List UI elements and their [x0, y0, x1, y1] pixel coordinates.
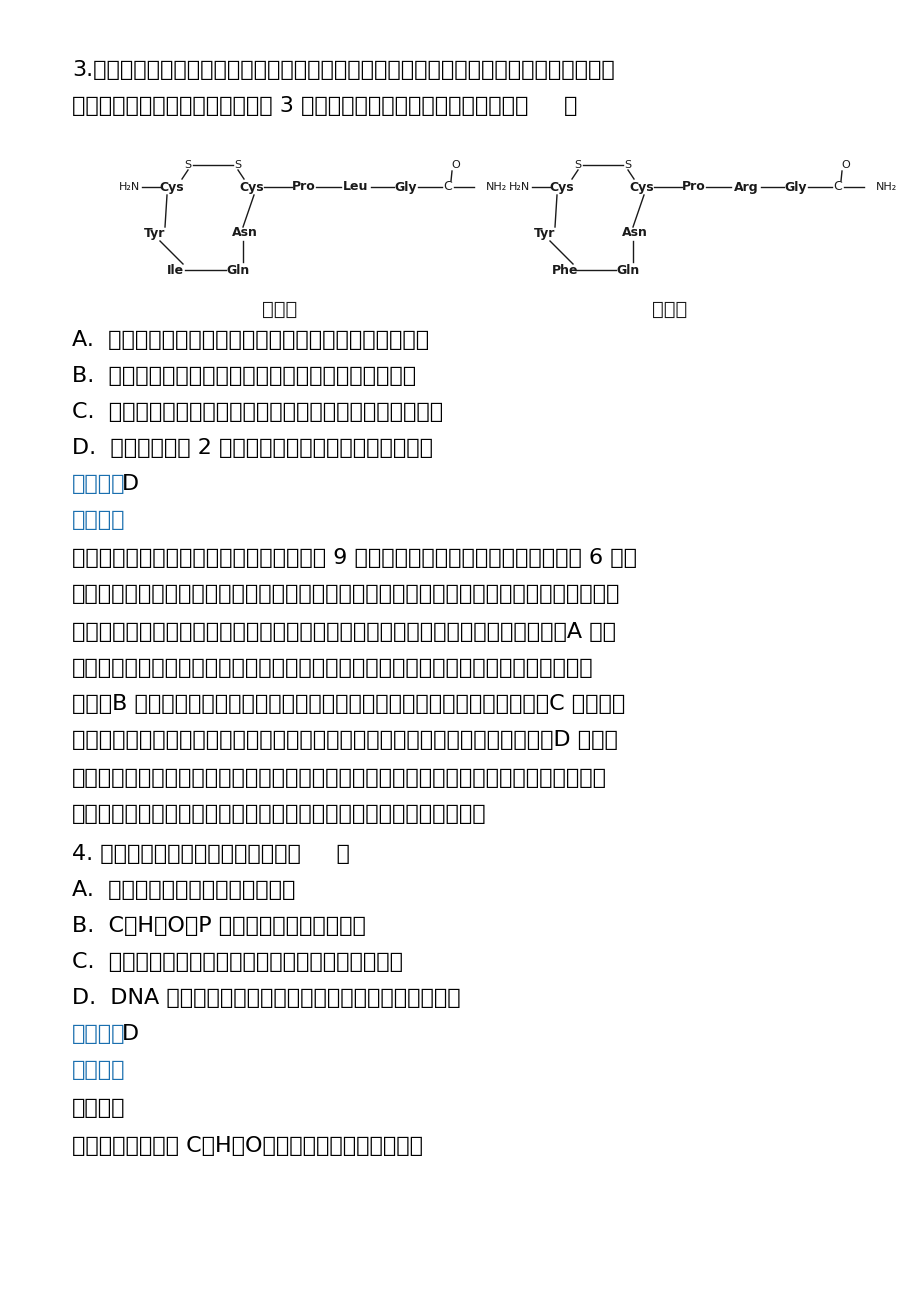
Text: 分析判断两种化合物在结构上的差异，进而判断两者功能差异的原因。: 分析判断两种化合物在结构上的差异，进而判断两者功能差异的原因。	[72, 805, 486, 824]
Text: Cys: Cys	[160, 181, 184, 194]
Text: Gly: Gly	[784, 181, 806, 194]
Text: Tyr: Tyr	[534, 227, 555, 240]
Text: D: D	[122, 1023, 139, 1044]
Text: 【分析】据图分析，催产素和加压素都是由 9 个氨基酸组成的多肽，且都含有一个由 6 个氨: 【分析】据图分析，催产素和加压素都是由 9 个氨基酸组成的多肽，且都含有一个由 …	[72, 548, 636, 568]
Text: 【详解】根据以上分析可知，两种激素都是由六环肽和三肽侧链构成的多肽化合物，A 错误: 【详解】根据以上分析可知，两种激素都是由六环肽和三肽侧链构成的多肽化合物，A 错…	[72, 622, 616, 642]
Text: 4. 下列有关化合物的叙述正确的是（     ）: 4. 下列有关化合物的叙述正确的是（ ）	[72, 844, 349, 865]
Text: 据以上分析可知，两种激素在两个氨基酸种类上不同，进而导致两者的功能不同，D 正确。: 据以上分析可知，两种激素在两个氨基酸种类上不同，进而导致两者的功能不同，D 正确…	[72, 730, 618, 750]
Text: Asn: Asn	[232, 227, 257, 240]
Text: S: S	[624, 160, 630, 171]
Text: S: S	[184, 160, 191, 171]
Text: H₂N: H₂N	[119, 182, 140, 191]
Text: Arg: Arg	[732, 181, 757, 194]
Text: Cys: Cys	[240, 181, 264, 194]
Text: Pro: Pro	[292, 181, 315, 194]
Text: S: S	[234, 160, 242, 171]
Text: 加压素: 加压素	[652, 299, 686, 319]
Text: 3.哺乳动物的催产素具有催产和排乳的作用，加压素具有升高血压和减少排尿的作用。两者: 3.哺乳动物的催产素具有催产和排乳的作用，加压素具有升高血压和减少排尿的作用。两…	[72, 60, 614, 79]
Text: O: O	[841, 160, 849, 171]
Text: Pro: Pro	[681, 181, 705, 194]
Text: Leu: Leu	[343, 181, 369, 194]
Text: NH₂: NH₂	[485, 182, 506, 191]
Text: C: C	[833, 181, 842, 194]
Text: Cys: Cys	[549, 181, 573, 194]
Text: H₂N: H₂N	[508, 182, 529, 191]
Text: 【答案】: 【答案】	[72, 474, 125, 493]
Text: C.  肽链中游离氨基的数目与参与构成肽链的氨基酸种类无关: C. 肽链中游离氨基的数目与参与构成肽链的氨基酸种类无关	[72, 402, 443, 422]
Text: 基酸组成的环状结构，两种物质的不同点在于环状和链状结构中各有一个氨基酸的种类不同。: 基酸组成的环状结构，两种物质的不同点在于环状和链状结构中各有一个氨基酸的种类不同…	[72, 585, 619, 604]
Text: Gln: Gln	[616, 263, 639, 276]
Text: D.  两种激素间因 2 个氨基酸种类不同导致生理功能不同: D. 两种激素间因 2 个氨基酸种类不同导致生理功能不同	[72, 437, 433, 458]
Text: B.  C、H、O、P 是构成脂质和糖原的元素: B. C、H、O、P 是构成脂质和糖原的元素	[72, 917, 366, 936]
Text: 结构简式如下图，各氨基酸残基用 3 个字母缩写表示。下列叙述正确的是（     ）: 结构简式如下图，各氨基酸残基用 3 个字母缩写表示。下列叙述正确的是（ ）	[72, 96, 577, 116]
Text: 催产素: 催产素	[262, 299, 298, 319]
Text: 羧基，B 错误；肽链中游离的氨基酸数目与参与构成肽链的氨基酸的种类有关，C 错误；根: 羧基，B 错误；肽链中游离的氨基酸数目与参与构成肽链的氨基酸的种类有关，C 错误…	[72, 694, 625, 713]
Text: D: D	[122, 474, 139, 493]
Text: Gly: Gly	[394, 181, 417, 194]
Text: NH₂: NH₂	[875, 182, 896, 191]
Text: O: O	[451, 160, 460, 171]
Text: Asn: Asn	[621, 227, 647, 240]
Text: B.  氨基酸之间脱水缩合形成的水分子中氢全部来自氨基: B. 氨基酸之间脱水缩合形成的水分子中氢全部来自氨基	[72, 366, 415, 385]
Text: A.  两种激素都是由八肽环和三肽侧链构成的多肽类化合物: A. 两种激素都是由八肽环和三肽侧链构成的多肽类化合物	[72, 329, 428, 350]
Text: D.  DNA 分子中两条脱氧核苷酸链的碱基是通过氢键连接的: D. DNA 分子中两条脱氧核苷酸链的碱基是通过氢键连接的	[72, 988, 460, 1008]
Text: C: C	[443, 181, 452, 194]
Text: 【答案】: 【答案】	[72, 1023, 125, 1044]
Text: 【解析】: 【解析】	[72, 510, 125, 530]
Text: Phe: Phe	[551, 263, 578, 276]
Text: S: S	[573, 160, 581, 171]
Text: 【解析】: 【解析】	[72, 1060, 125, 1079]
Text: Ile: Ile	[166, 263, 184, 276]
Text: Gln: Gln	[226, 263, 249, 276]
Text: Tyr: Tyr	[144, 227, 165, 240]
Text: C.  组成蛋白质的氨基酸之间可按不同的方式脱水缩合: C. 组成蛋白质的氨基酸之间可按不同的方式脱水缩合	[72, 952, 403, 973]
Text: 氨基酸之间脱水缩合形成的水分子中的氢分别来自于一个氨基酸的氨基和另一个氨基酸的: 氨基酸之间脱水缩合形成的水分子中的氢分别来自于一个氨基酸的氨基和另一个氨基酸的	[72, 658, 593, 678]
Text: 【分析】: 【分析】	[72, 1098, 125, 1118]
Text: 【点睛】解答本题的关键是掌握氨基酸的结构通式以及分子结构多样性的原因，并根据图像: 【点睛】解答本题的关键是掌握氨基酸的结构通式以及分子结构多样性的原因，并根据图像	[72, 768, 607, 788]
Text: 糖类的组成元素为 C、H、O，包括单糖、二糖和多糖；: 糖类的组成元素为 C、H、O，包括单糖、二糖和多糖；	[72, 1137, 423, 1156]
Text: A.  蔗糖和乳糖的水解产物是葡萄糖: A. 蔗糖和乳糖的水解产物是葡萄糖	[72, 880, 295, 900]
Text: Cys: Cys	[629, 181, 653, 194]
